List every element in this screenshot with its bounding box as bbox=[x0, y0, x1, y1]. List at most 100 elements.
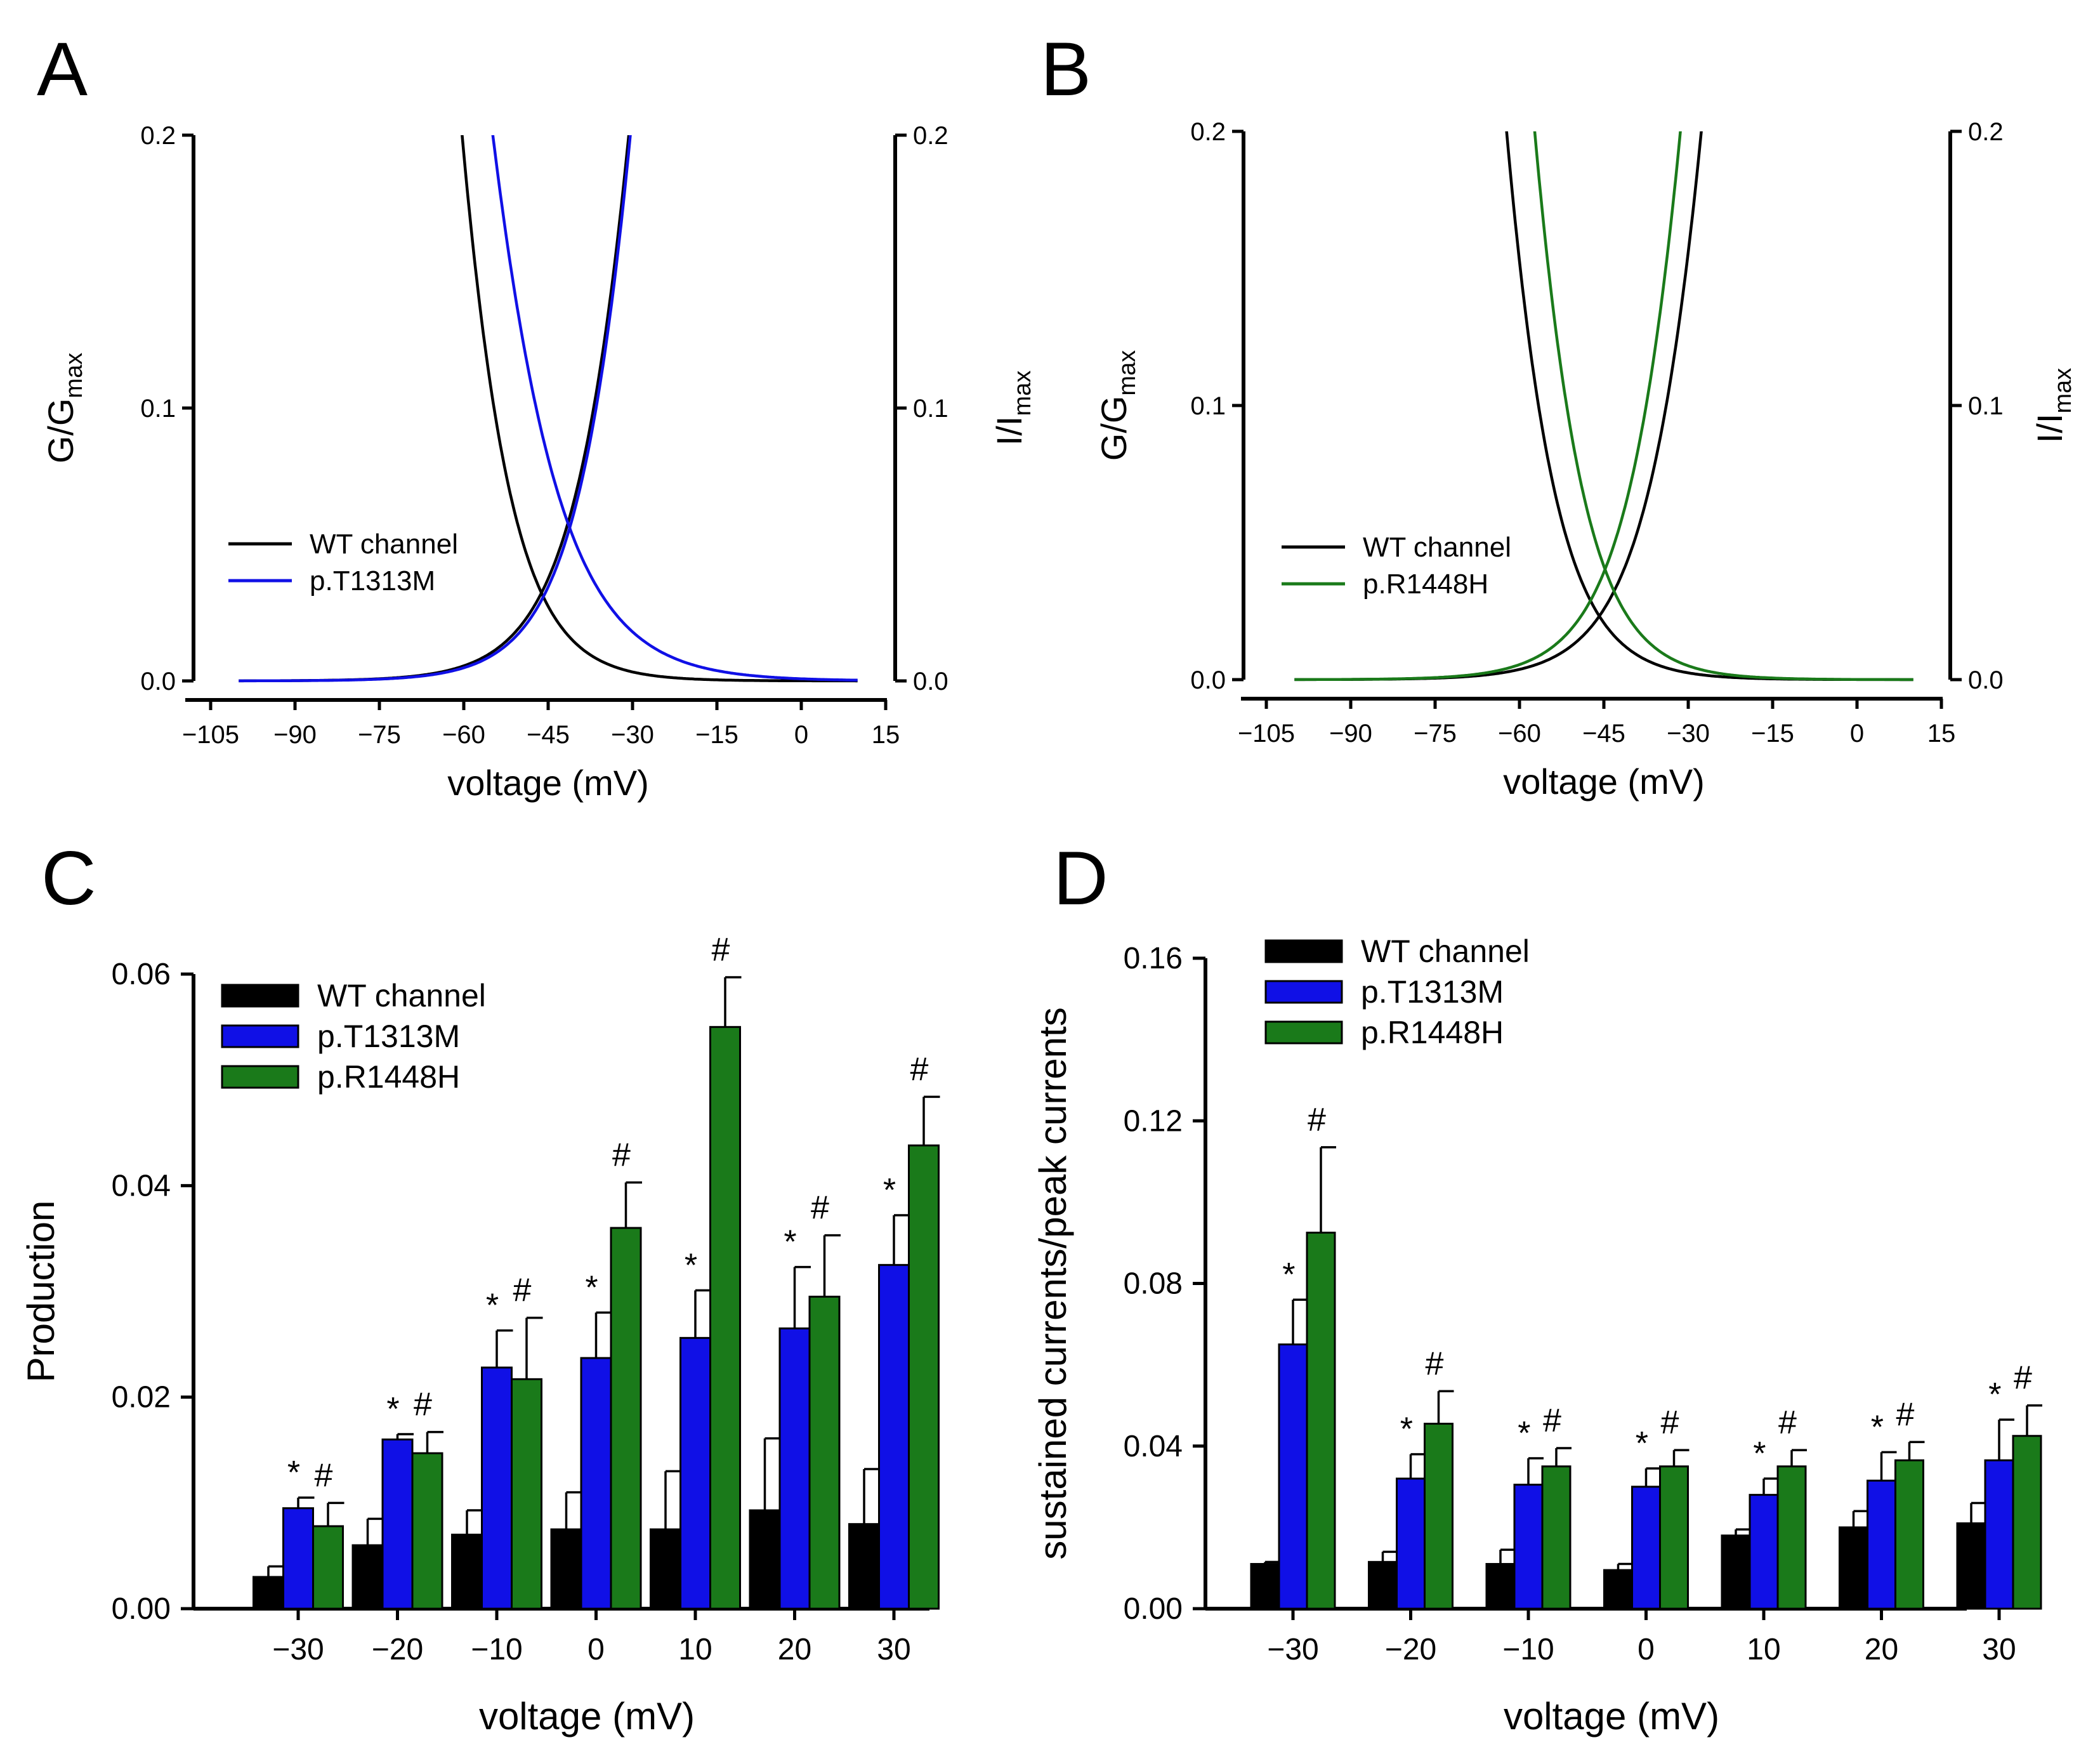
legend-swatch bbox=[221, 1024, 299, 1048]
right-y-tick-label: 0.2 bbox=[1968, 118, 2004, 146]
p-t1313m-bar bbox=[778, 1327, 811, 1610]
p-r1448h-significance-mark: # bbox=[910, 1051, 928, 1088]
p-t1313m-bar bbox=[1278, 1343, 1308, 1610]
p-r1448h-bar bbox=[411, 1452, 443, 1610]
p-r1448h-significance-mark: # bbox=[513, 1272, 531, 1309]
left-y-axis-title-main: G/G bbox=[1094, 396, 1134, 461]
wt-channel-inactivation-curve bbox=[461, 135, 858, 683]
left-y-axis-title-main: G/G bbox=[41, 399, 81, 464]
p-t1313m-bar bbox=[679, 1336, 711, 1610]
p-r1448h-significance-mark: # bbox=[612, 1137, 631, 1173]
p-r1448h-significance-mark: # bbox=[1308, 1102, 1326, 1138]
p-t1313m-significance-mark: * bbox=[1753, 1435, 1766, 1472]
p-r1448h-bar bbox=[1776, 1465, 1807, 1610]
x-tick-label: 0 bbox=[1850, 720, 1864, 748]
legend-label: WT channel bbox=[1363, 532, 1511, 563]
x-tick-label: −30 bbox=[611, 721, 654, 749]
y-tick-label: 0.12 bbox=[1124, 1104, 1183, 1138]
right-y-tick-label: 0.1 bbox=[913, 395, 948, 423]
x-tick-label: −45 bbox=[1582, 720, 1625, 748]
legend-swatch bbox=[1264, 980, 1343, 1004]
right-y-axis-title-main: I/I bbox=[989, 416, 1029, 446]
p-r1448h-significance-mark: # bbox=[1896, 1396, 1914, 1433]
p-t1313m-bar bbox=[481, 1366, 513, 1610]
p-t1313m-activation-curve bbox=[239, 135, 632, 683]
panel-b-chart: 0.0 0.0 0.1 0.1 0.2 0.2 −105 −90 −75 −60 −45 −30 −15… bbox=[1094, 118, 2077, 801]
p-t1313m-significance-mark: * bbox=[1282, 1256, 1295, 1293]
wt-channel-bar bbox=[253, 1576, 284, 1610]
p-t1313m-significance-mark: * bbox=[287, 1454, 300, 1491]
legend-swatch bbox=[221, 984, 299, 1008]
legend-label: p.R1448H bbox=[1361, 1015, 1504, 1050]
panel-a-chart: 0.0 0.0 0.1 0.1 0.2 0.2 −105 −90 −75 −60 −45 −30 −15… bbox=[41, 122, 1036, 803]
wt-channel-bar bbox=[848, 1523, 880, 1610]
p-r1448h-bar bbox=[610, 1227, 642, 1610]
x-tick-label: −30 bbox=[1667, 720, 1710, 748]
wt-channel-bar bbox=[1368, 1560, 1398, 1610]
legend-label: p.T1313M bbox=[317, 1019, 460, 1054]
right-y-axis-title: I/Imax bbox=[2030, 368, 2077, 443]
y-axis-title: Production bbox=[20, 1201, 62, 1383]
p-r1448h-bar bbox=[2012, 1435, 2042, 1610]
panel-d-chart: 0.00 0.04 0.08 0.12 0.16 −30 * # −20 * # −10 * #0 * #10… bbox=[1032, 933, 2042, 1738]
panel-label-d: D bbox=[1053, 836, 1108, 921]
wt-channel-bar bbox=[650, 1528, 681, 1610]
left-y-tick-label: 0.2 bbox=[140, 122, 176, 150]
x-tick-label: −75 bbox=[1414, 720, 1457, 748]
p-r1448h-bar bbox=[312, 1525, 344, 1610]
p-r1448h-significance-mark: # bbox=[1543, 1402, 1561, 1439]
p-t1313m-significance-mark: * bbox=[1988, 1376, 2001, 1413]
p-t1313m-bar bbox=[1631, 1486, 1661, 1610]
legend-swatch bbox=[1264, 1020, 1343, 1045]
p-t1313m-bar bbox=[1396, 1477, 1426, 1610]
wt-channel-bar bbox=[1250, 1563, 1280, 1610]
p-t1313m-significance-mark: * bbox=[685, 1247, 697, 1284]
x-axis-title: voltage (mV) bbox=[1503, 762, 1704, 801]
x-tick-label: 30 bbox=[1982, 1633, 2016, 1666]
panel-label-a: A bbox=[37, 27, 88, 112]
legend-swatch bbox=[1264, 939, 1343, 963]
x-tick-label: −15 bbox=[695, 721, 738, 749]
panel-label-b: B bbox=[1040, 27, 1091, 112]
x-tick-label: −10 bbox=[1502, 1633, 1554, 1666]
x-tick-label: 10 bbox=[1747, 1633, 1780, 1666]
left-y-tick-label: 0.0 bbox=[140, 668, 176, 696]
left-y-tick-label: 0.0 bbox=[1190, 666, 1226, 694]
legend-label: p.R1448H bbox=[1363, 569, 1488, 600]
legend-label: WT channel bbox=[317, 978, 486, 1013]
p-r1448h-inactivation-curve bbox=[1533, 131, 1913, 682]
p-t1313m-bar bbox=[1749, 1494, 1779, 1610]
x-tick-label: 20 bbox=[1865, 1633, 1898, 1666]
p-r1448h-significance-mark: # bbox=[1425, 1345, 1443, 1382]
left-y-tick-label: 0.2 bbox=[1190, 118, 1226, 146]
x-tick-label: −20 bbox=[1385, 1633, 1436, 1666]
x-tick-label: −90 bbox=[273, 721, 317, 749]
y-tick-label: 0.04 bbox=[1124, 1430, 1183, 1463]
x-tick-label: −105 bbox=[182, 721, 239, 749]
wt-channel-bar bbox=[1956, 1522, 1986, 1610]
wt-channel-bar bbox=[351, 1544, 384, 1610]
p-r1448h-significance-mark: # bbox=[811, 1190, 829, 1227]
wt-channel-bar bbox=[1721, 1534, 1751, 1610]
y-tick-label: 0.02 bbox=[112, 1381, 171, 1414]
wt-channel-bar bbox=[550, 1528, 582, 1610]
right-y-tick-label: 0.0 bbox=[1968, 666, 2004, 694]
x-tick-label: −30 bbox=[272, 1633, 324, 1666]
legend-label: p.T1313M bbox=[310, 565, 435, 597]
x-tick-label: 10 bbox=[678, 1633, 712, 1666]
left-y-tick-label: 0.1 bbox=[140, 395, 176, 423]
y-tick-label: 0.00 bbox=[1124, 1592, 1183, 1626]
x-tick-label: −45 bbox=[527, 721, 570, 749]
left-y-axis-title-sub: max bbox=[61, 353, 88, 399]
panel-c-chart: 0.00 0.02 0.04 0.06 −30 * # −20 * # −10 * #0 * #10 * #20… bbox=[20, 932, 940, 1738]
p-r1448h-significance-mark: # bbox=[2014, 1360, 2032, 1397]
x-tick-label: −15 bbox=[1751, 720, 1794, 748]
p-r1448h-bar bbox=[1541, 1465, 1572, 1610]
right-y-axis-title-main: I/I bbox=[2030, 414, 2070, 444]
wt-channel-bar bbox=[1603, 1569, 1633, 1610]
x-tick-label: −60 bbox=[1498, 720, 1541, 748]
x-tick-label: −75 bbox=[358, 721, 401, 749]
y-tick-label: 0.00 bbox=[112, 1592, 171, 1626]
